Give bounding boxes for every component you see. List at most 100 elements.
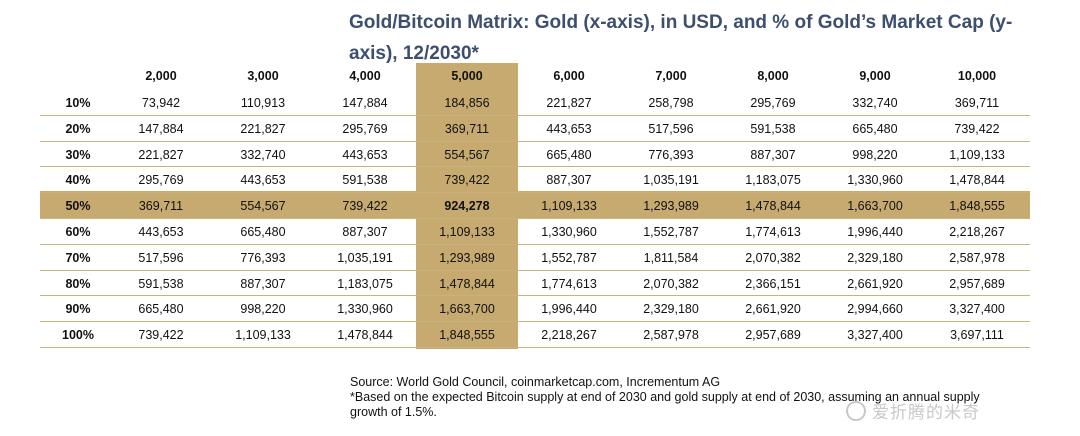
table-cell: 1,293,989 (643, 199, 699, 214)
table-cell: 221,827 (240, 121, 286, 136)
table-cell: 1,478,844 (439, 276, 495, 291)
table-cell: 591,538 (138, 276, 184, 291)
table-cell: 73,942 (141, 96, 181, 110)
row-divider (40, 141, 1030, 142)
table-cell: 739,422 (342, 199, 388, 214)
table-cell: 332,740 (852, 96, 898, 110)
row-header: 100% (62, 328, 94, 343)
table-cell: 1,035,191 (337, 250, 393, 265)
table-cell: 776,393 (648, 147, 694, 162)
table-cell: 1,774,613 (541, 276, 597, 291)
row-divider (40, 244, 1030, 245)
table-cell: 147,884 (138, 121, 184, 136)
table-cell: 739,422 (444, 173, 490, 188)
table-cell: 3,327,400 (949, 302, 1005, 317)
table-cell: 776,393 (240, 250, 286, 265)
table-cell: 2,366,151 (745, 276, 801, 291)
row-header: 70% (65, 250, 91, 265)
table-cell: 221,827 (138, 147, 184, 162)
table-cell: 1,996,440 (847, 225, 903, 239)
table-cell: 924,278 (444, 199, 490, 214)
column-header: 3,000 (247, 69, 279, 83)
table-cell: 1,293,989 (439, 250, 495, 265)
table-cell: 2,957,689 (745, 328, 801, 343)
table-cell: 554,567 (240, 199, 286, 214)
table-cell: 517,596 (648, 121, 694, 136)
row-divider (40, 270, 1030, 271)
row-header: 10% (65, 96, 91, 110)
table-cell: 443,653 (342, 147, 388, 162)
table-cell: 1,183,075 (745, 173, 801, 188)
column-header: 4,000 (349, 69, 381, 83)
table-cell: 591,538 (750, 121, 796, 136)
column-header: 2,000 (145, 69, 177, 83)
table-cell: 1,774,613 (745, 225, 801, 239)
table-cell: 258,798 (648, 96, 694, 110)
chart-title: Gold/Bitcoin Matrix: Gold (x-axis), in U… (349, 12, 1013, 64)
table-cell: 1,330,960 (541, 225, 597, 239)
column-header: 8,000 (757, 69, 789, 83)
column-header: 5,000 (451, 69, 483, 83)
row-divider (40, 218, 1030, 219)
table-cell: 517,596 (138, 250, 184, 265)
table-cell: 2,070,382 (745, 250, 801, 265)
column-header: 7,000 (655, 69, 687, 83)
table-cell: 739,422 (954, 121, 1000, 136)
table-cell: 1,478,844 (949, 173, 1005, 188)
watermark-logo-icon (846, 401, 866, 421)
table-cell: 665,480 (852, 121, 898, 136)
table-cell: 665,480 (138, 302, 184, 317)
table-cell: 443,653 (546, 121, 592, 136)
row-header: 40% (65, 173, 91, 188)
row-header: 80% (65, 276, 91, 291)
row-divider (40, 321, 1030, 322)
table-cell: 998,220 (240, 302, 286, 317)
table-cell: 2,070,382 (643, 276, 699, 291)
table-cell: 443,653 (240, 173, 286, 188)
table-cell: 369,711 (138, 199, 184, 214)
table-cell: 887,307 (240, 276, 286, 291)
table-cell: 1,330,960 (847, 173, 903, 188)
table-cell: 3,327,400 (847, 328, 903, 343)
row-divider (40, 115, 1030, 116)
table-cell: 1,811,584 (643, 250, 699, 265)
highlight-row (40, 191, 1030, 219)
table-cell: 2,661,920 (847, 276, 903, 291)
row-divider (40, 166, 1030, 167)
row-header: 30% (65, 147, 91, 162)
table-cell: 1,552,787 (643, 225, 699, 239)
table-cell: 2,329,180 (643, 302, 699, 317)
table-cell: 2,329,180 (847, 250, 903, 265)
table-cell: 1,478,844 (745, 199, 801, 214)
table-cell: 1,109,133 (949, 147, 1005, 162)
table-cell: 2,994,660 (847, 302, 903, 317)
table-cell: 1,109,133 (541, 199, 597, 214)
table-cell: 1,996,440 (541, 302, 597, 317)
table-cell: 3,697,111 (950, 328, 1004, 343)
row-divider (40, 192, 1030, 193)
table-cell: 2,587,978 (949, 250, 1005, 265)
table-cell: 1,663,700 (439, 302, 495, 317)
table-cell: 110,913 (240, 96, 286, 110)
footnote-line-2: growth of 1.5%. (350, 405, 437, 419)
table-cell: 147,884 (342, 96, 388, 110)
table-cell: 295,769 (138, 173, 184, 188)
table-cell: 887,307 (546, 173, 592, 188)
table-cell: 369,711 (954, 96, 1000, 110)
table-cell: 998,220 (852, 147, 898, 162)
table-cell: 1,552,787 (541, 250, 597, 265)
table-cell: 2,218,267 (541, 328, 597, 343)
table-cell: 1,330,960 (337, 302, 393, 317)
source-line: Source: World Gold Council, coinmarketca… (350, 375, 721, 389)
row-header: 90% (65, 302, 91, 317)
source-note: Source: World Gold Council, coinmarketca… (350, 375, 1050, 420)
table-cell: 2,957,689 (949, 276, 1005, 291)
table-cell: 1,035,191 (643, 173, 699, 188)
table-cell: 2,218,267 (949, 225, 1005, 239)
column-header: 6,000 (553, 69, 585, 83)
table-cell: 554,567 (444, 147, 490, 162)
table-cell: 2,587,978 (643, 328, 699, 343)
table-cell: 332,740 (240, 147, 286, 162)
row-divider (40, 295, 1030, 296)
table-cell: 665,480 (546, 147, 592, 162)
